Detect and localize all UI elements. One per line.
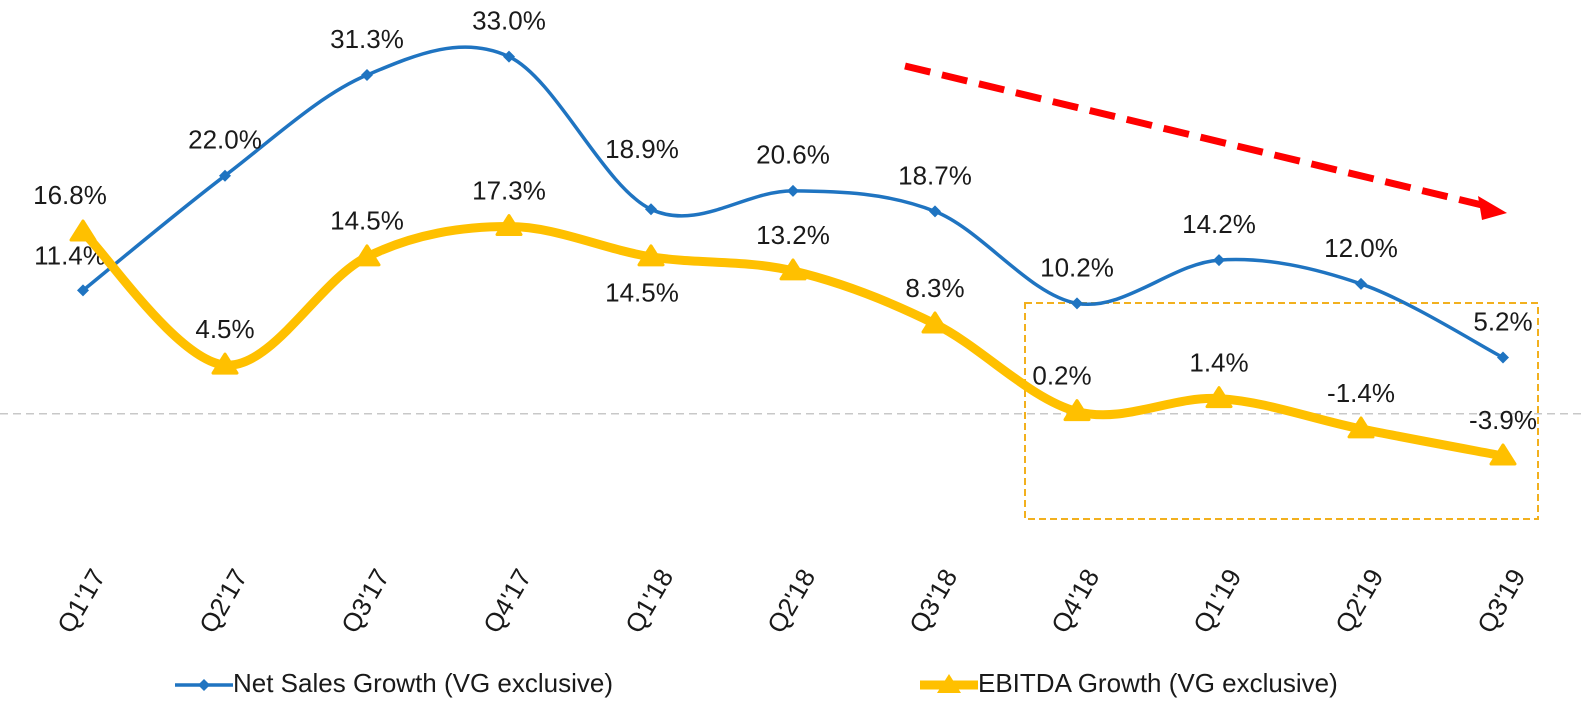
point-marker [637, 244, 665, 267]
data-label: 33.0% [472, 6, 546, 36]
data-label: 14.5% [605, 278, 679, 308]
data-label: 5.2% [1473, 306, 1532, 336]
point-marker [779, 258, 807, 281]
data-label: 8.3% [905, 273, 964, 303]
data-label: 14.5% [330, 206, 404, 236]
data-label: 17.3% [472, 175, 546, 205]
point-marker [69, 219, 97, 242]
x-tick-label: Q3'17 [335, 564, 395, 638]
point-marker [929, 205, 941, 218]
data-label: 10.2% [1040, 252, 1114, 282]
point-marker [353, 244, 381, 267]
x-tick-label: Q1'17 [51, 564, 111, 638]
point-marker [1205, 386, 1233, 409]
legend-marker [937, 674, 961, 693]
point-marker [645, 203, 657, 216]
data-label: 1.4% [1189, 348, 1248, 378]
point-marker [77, 284, 89, 297]
x-tick-label: Q2'19 [1329, 564, 1389, 638]
x-tick-label: Q4'17 [477, 564, 537, 638]
x-tick-label: Q2'18 [761, 564, 821, 638]
data-label: 0.2% [1032, 360, 1091, 390]
data-label: 14.2% [1182, 209, 1256, 239]
point-marker [1071, 297, 1083, 310]
data-label: 13.2% [756, 220, 830, 250]
x-tick-label: Q4'18 [1045, 564, 1105, 638]
point-marker [787, 184, 799, 197]
point-marker [1355, 277, 1367, 290]
data-label: 20.6% [756, 140, 830, 170]
x-tick-label: Q2'17 [193, 564, 253, 638]
point-marker [1063, 399, 1091, 422]
point-marker [503, 50, 515, 63]
point-marker [361, 69, 373, 82]
legend-marker [198, 679, 210, 691]
data-label: 16.8% [33, 180, 107, 210]
data-label: -3.9% [1469, 405, 1537, 435]
point-marker [1497, 351, 1509, 364]
trend-arrow-head [1478, 196, 1507, 220]
point-marker [211, 352, 239, 375]
x-tick-label: Q1'18 [619, 564, 679, 638]
data-label: 22.0% [188, 125, 262, 155]
point-marker [921, 311, 949, 334]
data-label: 12.0% [1324, 233, 1398, 263]
point-marker [219, 169, 231, 182]
x-tick-label: Q1'19 [1187, 564, 1247, 638]
data-label: 18.7% [898, 160, 972, 190]
series-line [81, 45, 1505, 360]
data-label: 31.3% [330, 24, 404, 54]
x-tick-label: Q3'18 [903, 564, 963, 638]
trend-arrow [904, 62, 1483, 209]
x-tick-label: Q3'19 [1471, 564, 1531, 638]
legend-label: EBITDA Growth (VG exclusive) [978, 668, 1338, 698]
data-label: -1.4% [1327, 378, 1395, 408]
point-marker [1213, 254, 1225, 267]
highlight-box [1024, 302, 1539, 520]
legend-label: Net Sales Growth (VG exclusive) [233, 668, 613, 698]
point-marker [495, 214, 523, 237]
point-marker [1347, 416, 1375, 439]
point-marker [1489, 443, 1517, 466]
data-label: 4.5% [195, 314, 254, 344]
data-label: 18.9% [605, 134, 679, 164]
